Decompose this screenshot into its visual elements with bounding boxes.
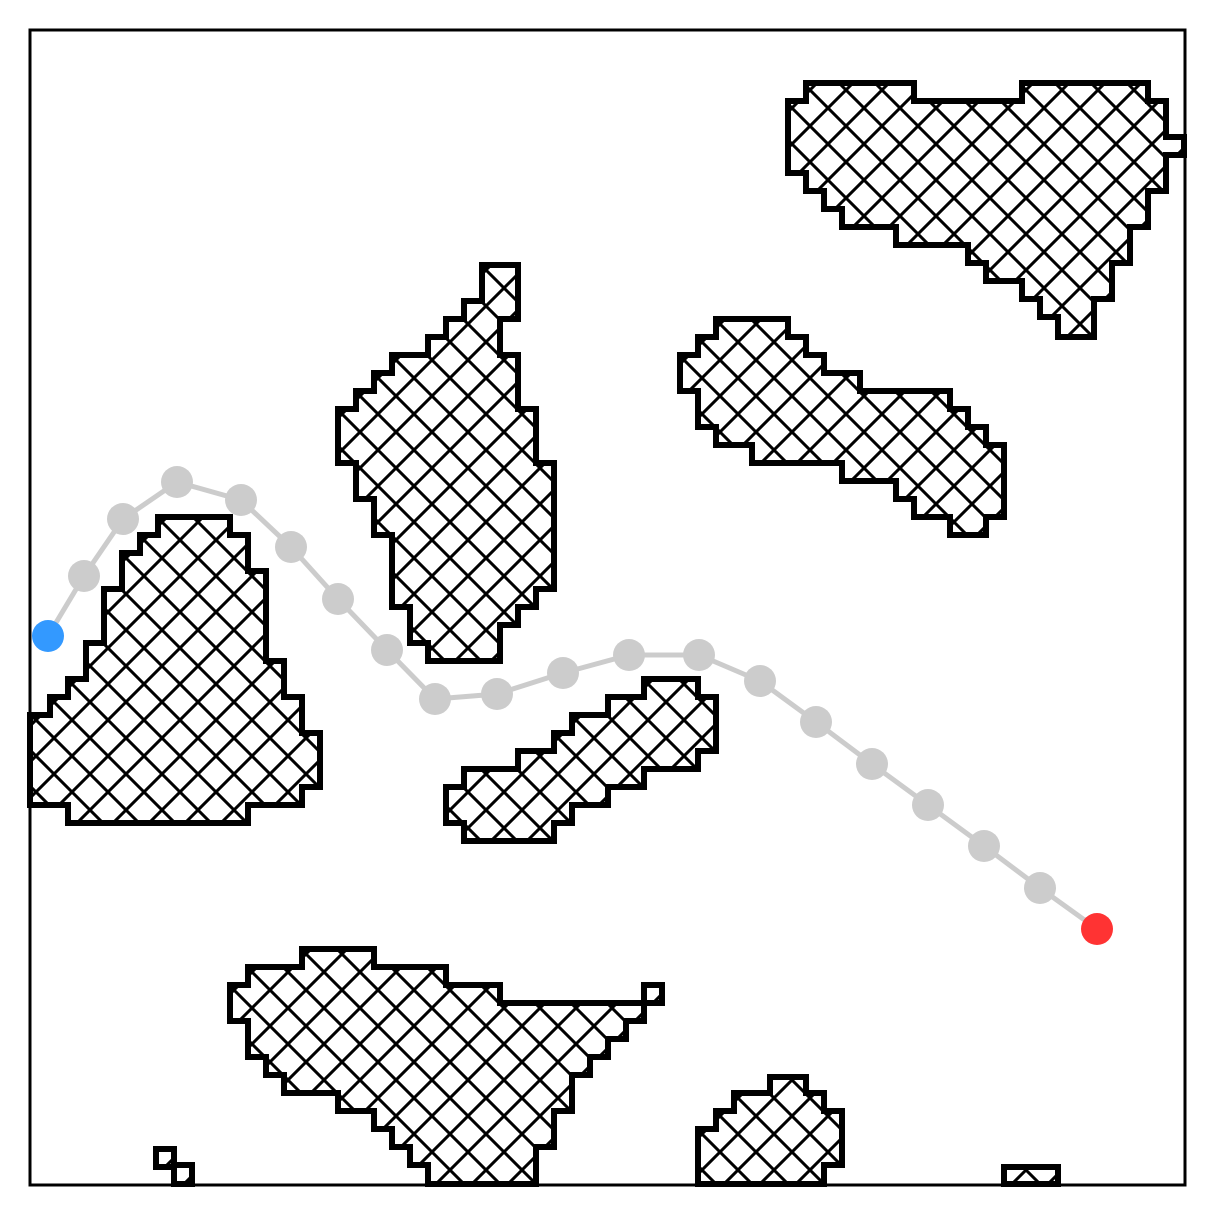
obstacle-middle-diagonal [443, 676, 719, 844]
path-waypoint [68, 560, 100, 592]
path-waypoint [547, 657, 579, 689]
obstacles [27, 80, 1187, 1187]
obstacle-left [27, 514, 323, 826]
goal-marker [1081, 913, 1113, 945]
path-waypoint [419, 683, 451, 715]
path-waypoint [800, 706, 832, 738]
path-waypoint [744, 665, 776, 697]
path-waypoint [968, 830, 1000, 862]
map-frame [28, 28, 1187, 1187]
path-waypoint [1024, 872, 1056, 904]
obstacle-top-right [785, 80, 1187, 340]
path-waypoint [912, 789, 944, 821]
path-waypoint [322, 583, 354, 615]
obstacle-center-tall [335, 262, 557, 664]
start-marker [32, 620, 64, 652]
planned-path [45, 466, 1099, 932]
path-waypoint [481, 678, 513, 710]
obstacle-bottom-left [227, 946, 665, 1187]
path-waypoint [275, 531, 307, 563]
obstacle-middle-right [677, 316, 1007, 538]
path-waypoint [613, 639, 645, 671]
path-waypoint [856, 748, 888, 780]
path-waypoint [371, 634, 403, 666]
obstacle-small-bottom-right [1001, 1164, 1061, 1187]
path-waypoint [107, 503, 139, 535]
path-waypoint [225, 484, 257, 516]
path-waypoint [683, 639, 715, 671]
path-waypoint [161, 466, 193, 498]
